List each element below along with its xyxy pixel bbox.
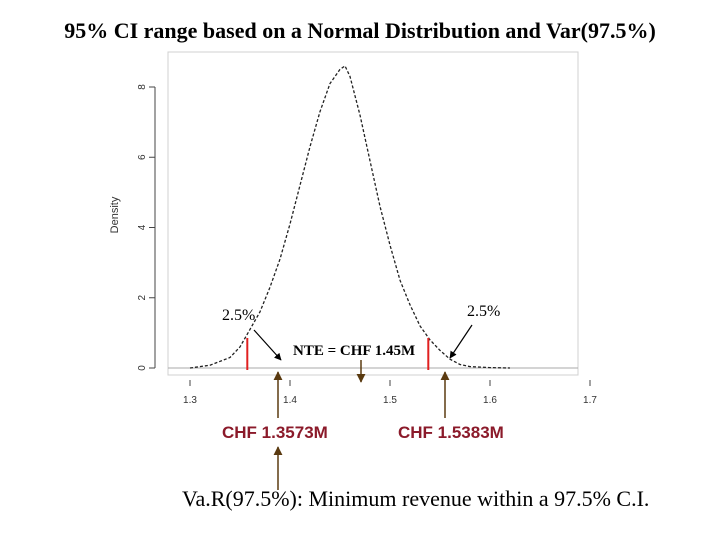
- upper-bound-label: CHF 1.5383M: [398, 423, 504, 442]
- right-tail-label: 2.5%: [467, 303, 500, 320]
- y-tick-label: 2: [137, 295, 148, 301]
- y-axis-title: Density: [109, 196, 121, 233]
- var-caption: Va.R(97.5%): Minimum revenue within a 97…: [182, 486, 650, 511]
- x-tick-label: 1.3: [183, 395, 197, 406]
- left-tail-arrow: [253, 329, 282, 361]
- y-tick-label: 4: [137, 224, 148, 230]
- page-title: 95% CI range based on a Normal Distribut…: [64, 18, 656, 43]
- right-tail-arrow: [449, 324, 473, 359]
- x-tick-label: 1.7: [583, 395, 597, 406]
- y-tick-label: 8: [137, 84, 148, 90]
- nte-label: NTE = CHF 1.45M: [293, 343, 415, 359]
- x-tick-label: 1.5: [383, 395, 397, 406]
- y-tick-label: 0: [137, 365, 148, 371]
- x-tick-label: 1.4: [283, 395, 297, 406]
- lower-bound-label: CHF 1.3573M: [222, 423, 328, 442]
- plot-frame: [167, 51, 579, 376]
- left-tail-label: 2.5%: [222, 307, 255, 324]
- x-tick-label: 1.6: [483, 395, 497, 406]
- y-tick-label: 6: [137, 154, 148, 160]
